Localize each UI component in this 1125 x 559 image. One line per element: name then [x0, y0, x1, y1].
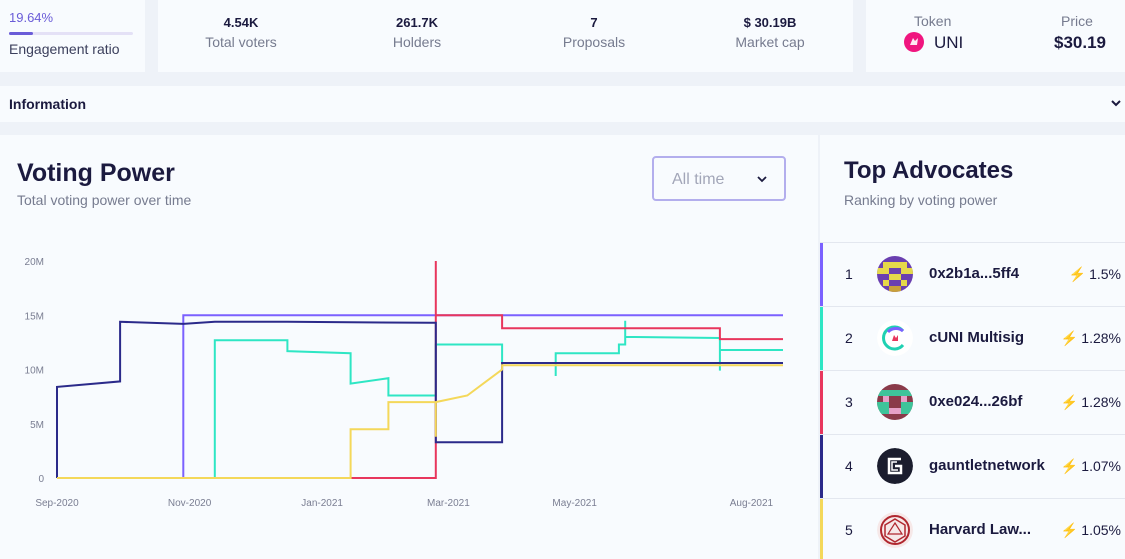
advocate-color-bar: [820, 243, 823, 306]
information-accordion[interactable]: Information: [0, 86, 1125, 122]
advocate-color-bar: [820, 435, 823, 498]
engagement-progress-bar: [9, 32, 133, 35]
advocate-pct-value: 1.28%: [1081, 394, 1121, 410]
engagement-label: Engagement ratio: [9, 41, 120, 57]
time-range-select[interactable]: All time: [652, 156, 786, 201]
top-advocates-panel: Top Advocates Ranking by voting power 1 …: [820, 135, 1125, 559]
advocate-name: gauntletnetwork: [929, 457, 1045, 474]
token-name: UNI: [934, 33, 964, 52]
x-tick-label: Jan-2021: [301, 498, 343, 509]
top-advocates-subtitle: Ranking by voting power: [844, 192, 998, 208]
y-tick-label: 15M: [25, 311, 44, 322]
advocate-rank: 3: [845, 394, 853, 410]
advocate-percentage: ⚡ 1.5%: [1069, 266, 1121, 283]
stat-value: 4.54K: [223, 15, 259, 30]
x-tick-label: May-2021: [552, 498, 597, 509]
advocate-color-bar: [820, 371, 823, 434]
engagement-card: 19.64% Engagement ratio: [0, 0, 145, 72]
token-card: Token Price UNI $30.19: [866, 0, 1125, 72]
lightning-icon: ⚡: [1060, 330, 1079, 346]
advocate-pct-value: 1.07%: [1081, 458, 1121, 474]
stat-label: Total voters: [205, 34, 277, 50]
advocate-color-bar: [820, 499, 823, 559]
advocate-percentage: ⚡ 1.28%: [1061, 330, 1121, 347]
advocate-row[interactable]: 4 gauntletnetwork ⚡ 1.07%: [820, 434, 1125, 498]
advocate-row[interactable]: 5 Harvard Law... ⚡ 1.05%: [820, 498, 1125, 559]
token-price: $30.19: [1054, 33, 1106, 52]
advocate-name: Harvard Law...: [929, 521, 1031, 538]
time-range-value: All time: [672, 171, 725, 188]
advocate-row[interactable]: 2 cUNI Multisig ⚡ 1.28%: [820, 306, 1125, 370]
advocate-pct-value: 1.5%: [1089, 266, 1121, 282]
advocate-row[interactable]: 3 0xe024...26bf ⚡ 1.28%: [820, 370, 1125, 434]
pixel-avatar-icon: [877, 256, 913, 292]
information-label: Information: [9, 96, 86, 112]
advocate-pct-value: 1.05%: [1081, 522, 1121, 538]
stat-value: 261.7K: [396, 15, 438, 30]
x-tick-label: Sep-2020: [35, 498, 79, 509]
series-line[interactable]: [350, 261, 783, 479]
voting-power-chart: 0 5M 10M 15M 20M Sep-2020 Nov-2020 Jan-2021 Mar-…: [25, 257, 783, 509]
harvard-law-logo-icon: [877, 512, 913, 548]
advocate-rank: 5: [845, 522, 853, 538]
y-tick-label: 5M: [30, 420, 44, 431]
voting-power-title: Voting Power: [17, 159, 175, 187]
chevron-down-icon[interactable]: [1109, 96, 1123, 110]
lightning-icon: ⚡: [1060, 394, 1079, 410]
stat-proposals: 7 Proposals: [519, 15, 669, 50]
advocate-rank: 1: [845, 266, 853, 282]
advocate-percentage: ⚡ 1.07%: [1061, 458, 1121, 475]
series-line[interactable]: [57, 364, 783, 479]
stat-value: $ 30.19B: [743, 15, 797, 30]
stat-label: Market cap: [735, 34, 805, 50]
x-tick-label: Mar-2021: [427, 498, 470, 509]
top-advocates-title: Top Advocates: [844, 157, 1014, 184]
stat-market-cap: $ 30.19B Market cap: [695, 15, 845, 50]
cuni-logo-icon: [877, 320, 913, 356]
advocate-percentage: ⚡ 1.28%: [1061, 394, 1121, 411]
advocate-row[interactable]: 1 0x2b1a...5ff4 ⚡ 1.5%: [820, 242, 1125, 306]
x-tick-label: Aug-2021: [730, 498, 774, 509]
stat-value: 7: [590, 15, 598, 30]
lightning-icon: ⚡: [1060, 522, 1079, 538]
stat-label: Holders: [392, 34, 442, 50]
y-tick-label: 10M: [25, 366, 44, 377]
stat-total-voters: 4.54K Total voters: [166, 15, 316, 50]
pixel-avatar-icon: [877, 384, 913, 420]
advocate-name: 0xe024...26bf: [929, 393, 1023, 410]
y-tick-label: 0: [38, 474, 44, 485]
stat-holders: 261.7K Holders: [342, 15, 492, 50]
token-heading: Token: [914, 13, 952, 29]
stat-label: Proposals: [562, 34, 626, 50]
voting-power-panel: Voting Power Total voting power over tim…: [0, 135, 818, 559]
engagement-progress-fill: [9, 32, 34, 35]
series-line[interactable]: [56, 320, 783, 478]
stats-card: 4.54K Total voters 261.7K Holders 7 Prop…: [158, 0, 853, 72]
lightning-icon: ⚡: [1060, 458, 1079, 474]
engagement-value: 19.64%: [9, 10, 54, 25]
lightning-icon: ⚡: [1068, 266, 1087, 282]
advocate-pct-value: 1.28%: [1081, 330, 1121, 346]
advocate-rank: 4: [845, 458, 853, 474]
series-line[interactable]: [213, 320, 783, 478]
y-tick-label: 20M: [25, 257, 44, 268]
chevron-down-icon: [757, 176, 767, 183]
uniswap-unicorn-icon: [904, 32, 924, 52]
voting-power-subtitle: Total voting power over time: [17, 192, 192, 208]
advocate-name: 0x2b1a...5ff4: [929, 265, 1020, 282]
price-heading: Price: [1061, 13, 1093, 29]
advocate-percentage: ⚡ 1.05%: [1061, 522, 1121, 539]
x-tick-label: Nov-2020: [168, 498, 212, 509]
series-line[interactable]: [182, 314, 783, 478]
advocate-rank: 2: [845, 330, 853, 346]
advocate-name: cUNI Multisig: [929, 329, 1025, 346]
advocate-color-bar: [820, 307, 823, 370]
gauntlet-logo-icon: [877, 448, 913, 484]
